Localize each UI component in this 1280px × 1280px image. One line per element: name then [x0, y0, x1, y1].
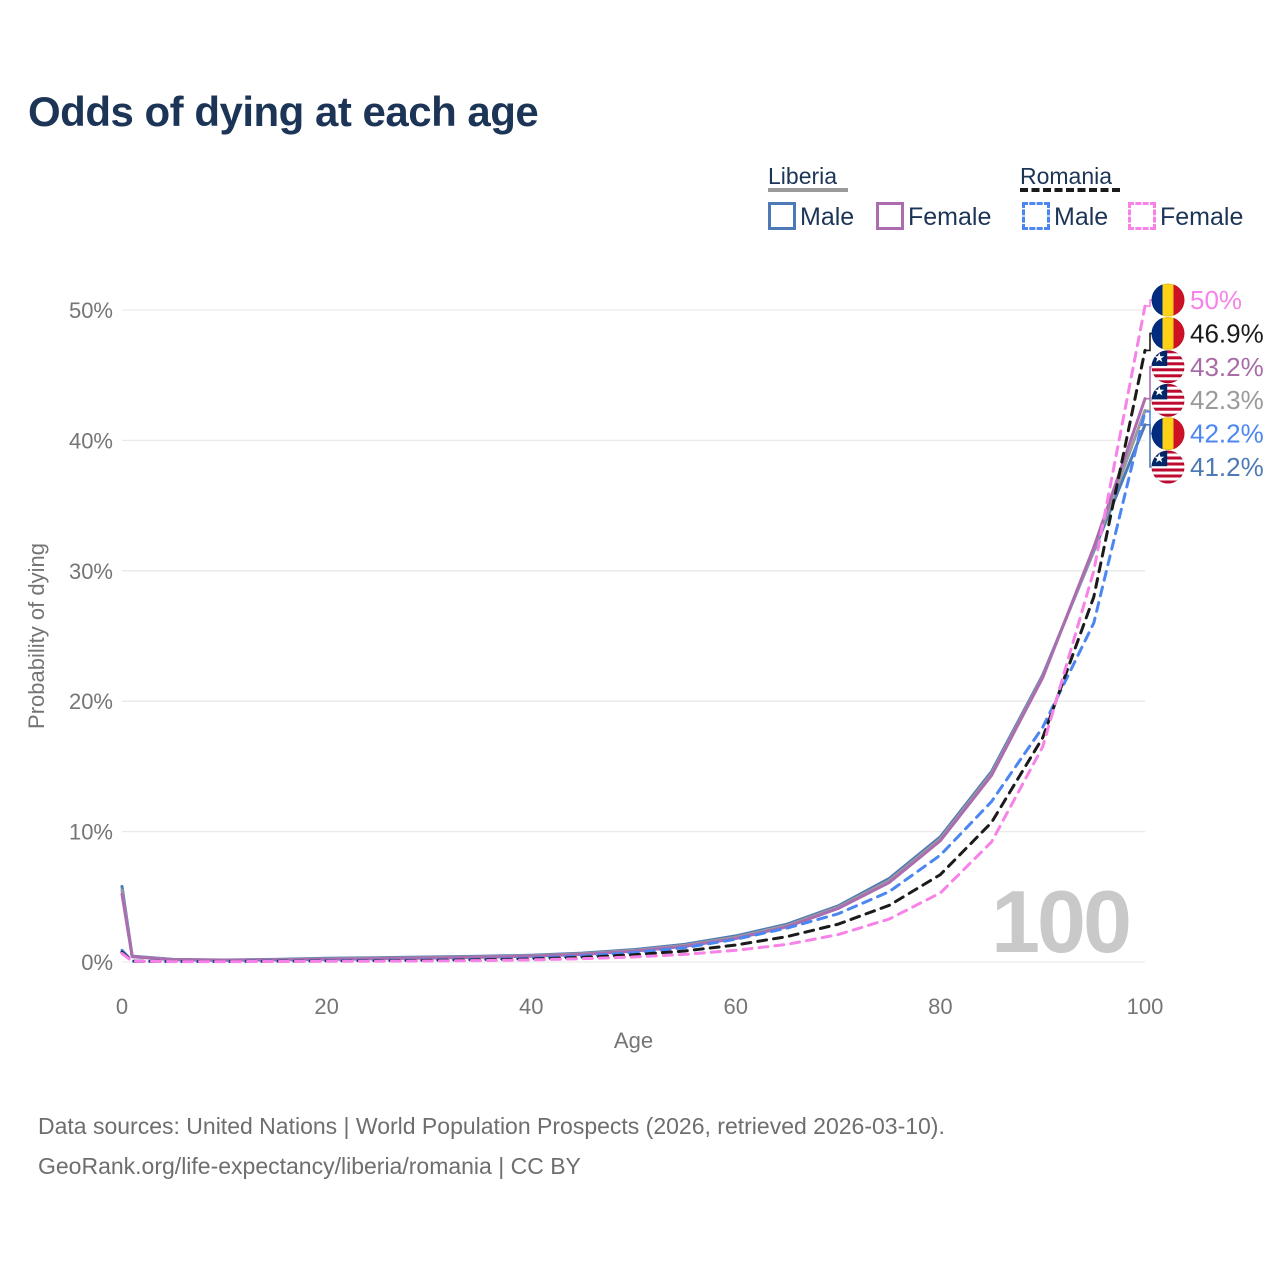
legend-label-romania-female[interactable]: Female: [1160, 203, 1244, 231]
x-tick-label: 20: [314, 994, 338, 1019]
y-tick-label: 50%: [69, 298, 113, 323]
legend-label-liberia-female[interactable]: Female: [908, 203, 992, 231]
end-label-value-romania-female: 50%: [1190, 285, 1242, 315]
footer-attribution: GeoRank.org/life-expectancy/liberia/roma…: [38, 1153, 581, 1179]
legend-label-romania-male[interactable]: Male: [1054, 203, 1109, 231]
end-label-connector: [1145, 366, 1153, 400]
legend-label-liberia-male[interactable]: Male: [800, 203, 855, 231]
legend-country-romania[interactable]: Romania: [1020, 163, 1113, 189]
y-axis-title: Probability of dying: [24, 543, 49, 729]
legend-swatch-liberia-female[interactable]: [876, 202, 904, 230]
hover-age-watermark: 100: [991, 872, 1129, 971]
flag-icon-liberia: ★: [1151, 383, 1185, 417]
svg-text:★: ★: [1153, 450, 1165, 465]
flag-icon-romania: [1151, 283, 1185, 317]
footer: Data sources: United Nations | World Pop…: [38, 1106, 945, 1186]
y-tick-label: 30%: [69, 559, 113, 584]
flag-icon-liberia: ★: [1151, 350, 1185, 384]
legend-swatch-romania-female[interactable]: [1128, 202, 1156, 230]
flag-icon-romania: [1151, 316, 1185, 350]
x-tick-label: 100: [1127, 994, 1164, 1019]
legend-liberia-linestyle-swatch: [768, 188, 848, 192]
end-label-value-liberia-both: 42.3%: [1190, 385, 1264, 415]
legend-swatch-romania-male[interactable]: [1022, 202, 1050, 230]
legend-romania-linestyle-swatch: [1020, 188, 1120, 192]
series-line-romania-female[interactable]: [120, 304, 1147, 964]
y-tick-label: 40%: [69, 428, 113, 453]
x-tick-label: 60: [724, 994, 748, 1019]
x-tick-label: 40: [519, 994, 543, 1019]
series-line-romania-both[interactable]: [120, 348, 1147, 963]
x-axis-title: Age: [614, 1028, 653, 1053]
svg-text:★: ★: [1153, 384, 1165, 399]
legend-swatch-liberia-male[interactable]: [768, 202, 796, 230]
flag-icon-romania: [1151, 417, 1185, 451]
end-label-value-romania-both: 46.9%: [1190, 318, 1264, 348]
chart-title: Odds of dying at each age: [28, 88, 539, 135]
end-label-value-romania-male: 42.2%: [1190, 419, 1264, 449]
line-chart: 0% 10% 20% 30% 40% 50% 0 20 40 60 80 100 Age Probabil…: [24, 283, 1264, 1053]
end-label-value-liberia-female: 43.2%: [1190, 352, 1264, 382]
footer-data-sources: Data sources: United Nations | World Pop…: [38, 1113, 945, 1139]
y-tick-label: 10%: [69, 820, 113, 845]
y-tick-label: 0%: [81, 950, 113, 975]
end-label-value-liberia-male: 41.2%: [1190, 452, 1264, 482]
flag-icon-liberia: ★: [1151, 450, 1185, 484]
y-tick-label: 20%: [69, 689, 113, 714]
end-label-connector: [1145, 410, 1153, 435]
legend: Liberia Romania Male Female Male Female: [0, 0, 1280, 250]
x-tick-label: 80: [928, 994, 952, 1019]
legend-country-liberia[interactable]: Liberia: [768, 163, 838, 189]
x-tick-label: 0: [116, 994, 128, 1019]
svg-text:★: ★: [1153, 350, 1165, 365]
